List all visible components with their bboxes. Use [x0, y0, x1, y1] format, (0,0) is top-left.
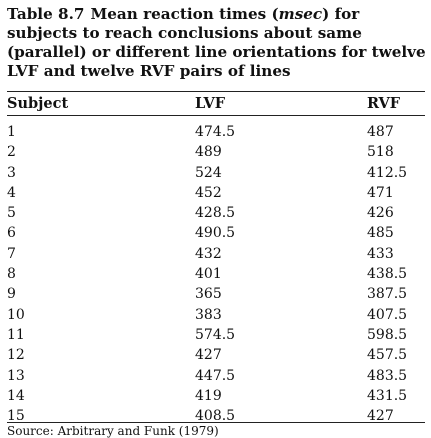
cell-lvf: 432: [195, 245, 222, 262]
cell-subject: 8: [7, 266, 16, 283]
cell-rvf: 427: [367, 408, 394, 425]
cell-lvf: 383: [195, 306, 222, 323]
table-number: Table 8.7: [7, 5, 85, 23]
cell-lvf: 489: [195, 144, 222, 161]
table-row: 8 401 438.5: [7, 264, 425, 284]
cell-lvf: 452: [195, 184, 222, 201]
table-row: 11 574.5 598.5: [7, 325, 425, 345]
header-subject: Subject: [7, 95, 69, 112]
cell-subject: 5: [7, 205, 16, 222]
table-header-rule: [7, 115, 425, 116]
cell-subject: 11: [7, 326, 25, 343]
cell-rvf: 412.5: [367, 164, 408, 181]
cell-subject: 1: [7, 124, 16, 140]
cell-rvf: 457.5: [367, 347, 408, 364]
cell-subject: 13: [7, 367, 25, 384]
table-source-note: Source: Arbitrary and Funk (1979): [7, 424, 219, 438]
table-top-rule: [7, 91, 425, 92]
cell-lvf: 428.5: [195, 205, 236, 222]
cell-lvf: 574.5: [195, 326, 236, 343]
cell-lvf: 490.5: [195, 225, 236, 242]
cell-rvf: 485: [367, 225, 394, 242]
cell-subject: 4: [7, 184, 16, 201]
cell-subject: 10: [7, 306, 25, 323]
cell-lvf: 365: [195, 286, 222, 303]
table-row: 5 428.5 426: [7, 203, 425, 223]
table-row: 14 419 431.5: [7, 386, 425, 406]
cell-rvf: 483.5: [367, 367, 408, 384]
cell-rvf: 487: [367, 124, 394, 140]
table-row: 2 489 518: [7, 142, 425, 162]
cell-rvf: 518: [367, 144, 394, 161]
table-caption: Table 8.7 Mean reaction times (msec) for …: [7, 5, 427, 81]
cell-rvf: 431.5: [367, 387, 408, 404]
table-bottom-rule: [7, 422, 425, 423]
header-lvf: LVF: [195, 95, 226, 112]
table-row: 12 427 457.5: [7, 345, 425, 365]
cell-rvf: 387.5: [367, 286, 408, 303]
table-row: 15 408.5 427: [7, 406, 425, 426]
cell-lvf: 419: [195, 387, 222, 404]
cell-rvf: 598.5: [367, 326, 408, 343]
cell-lvf: 427: [195, 347, 222, 364]
cell-subject: 15: [7, 408, 25, 425]
table-row: 7 432 433: [7, 244, 425, 264]
caption-unit: msec: [278, 5, 323, 23]
table-row: 13 447.5 483.5: [7, 366, 425, 386]
cell-rvf: 471: [367, 184, 394, 201]
cell-subject: 14: [7, 387, 25, 404]
caption-text-end: ) for subjects to reach conclusions abou…: [7, 5, 426, 80]
table-row: 10 383 407.5: [7, 305, 425, 325]
cell-subject: 6: [7, 225, 16, 242]
table-row: 1 474.5 487: [7, 122, 425, 142]
caption-text-start: Mean reaction times (: [90, 5, 279, 23]
cell-lvf: 447.5: [195, 367, 236, 384]
table-header-row: Subject LVF RVF: [7, 95, 425, 113]
table-row: 4 452 471: [7, 183, 425, 203]
cell-lvf: 408.5: [195, 408, 236, 425]
header-rvf: RVF: [367, 95, 401, 112]
cell-rvf: 438.5: [367, 266, 408, 283]
table-row: 9 365 387.5: [7, 284, 425, 304]
cell-rvf: 433: [367, 245, 394, 262]
cell-subject: 3: [7, 164, 16, 181]
cell-subject: 7: [7, 245, 16, 262]
table-row: 3 524 412.5: [7, 163, 425, 183]
cell-subject: 9: [7, 286, 16, 303]
table-body: 1 474.5 487 2 489 518 3 524 412.5 4 452 471 5 428…: [7, 122, 425, 426]
cell-rvf: 407.5: [367, 306, 408, 323]
cell-subject: 2: [7, 144, 16, 161]
cell-lvf: 401: [195, 266, 222, 283]
cell-subject: 12: [7, 347, 25, 364]
cell-lvf: 474.5: [195, 124, 236, 140]
table-row: 6 490.5 485: [7, 223, 425, 243]
cell-rvf: 426: [367, 205, 394, 222]
cell-lvf: 524: [195, 164, 222, 181]
